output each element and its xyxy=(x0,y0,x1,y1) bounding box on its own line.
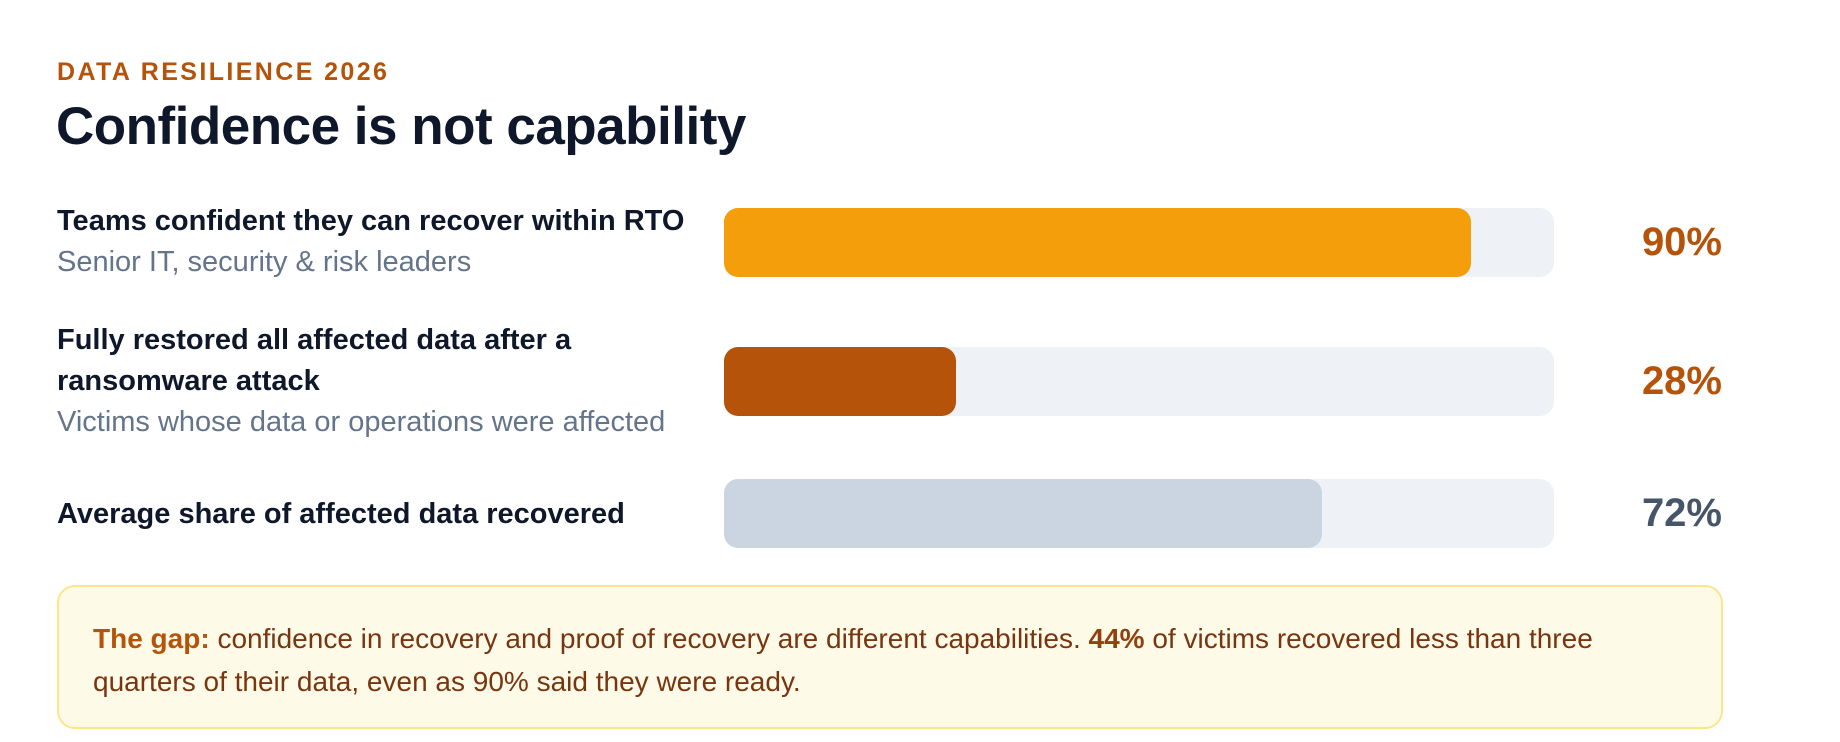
bar-value-label: 90% xyxy=(1641,220,1722,264)
bar-fill xyxy=(724,208,1471,277)
chart-title: Confidence is not capability xyxy=(56,97,746,156)
bar-label-group: Average share of affected data recovered xyxy=(57,494,725,535)
callout-lead: The gap: xyxy=(93,623,210,654)
bar-value-label: 28% xyxy=(1641,359,1722,403)
bar-track xyxy=(724,347,1554,416)
bar-label: Average share of affected data recovered xyxy=(57,498,625,530)
insight-callout: The gap: confidence in recovery and proo… xyxy=(57,585,1723,729)
bar-sublabel: Senior IT, security & risk leaders xyxy=(57,246,472,278)
callout-text: confidence in recovery and proof of reco… xyxy=(209,623,1089,654)
bar-fill xyxy=(724,347,957,416)
bar-sublabel: Victims whose data or operations were af… xyxy=(57,406,666,438)
bar-label-group: Teams confident they can recover within … xyxy=(57,201,725,283)
bar-label-group: Fully restored all affected data after a… xyxy=(57,320,725,443)
bar-value-label: 72% xyxy=(1641,491,1722,535)
callout-text: of victims recovered less than three qua… xyxy=(93,623,1593,697)
bar-fill xyxy=(724,479,1322,548)
eyebrow-label: DATA RESILIENCE 2026 xyxy=(57,58,390,86)
bar-label: Fully restored all affected data after a… xyxy=(57,324,572,397)
bar-track xyxy=(724,479,1554,548)
callout-stat: 44% xyxy=(1088,623,1145,654)
bar-label: Teams confident they can recover within … xyxy=(57,205,685,237)
bar-track xyxy=(724,208,1554,277)
